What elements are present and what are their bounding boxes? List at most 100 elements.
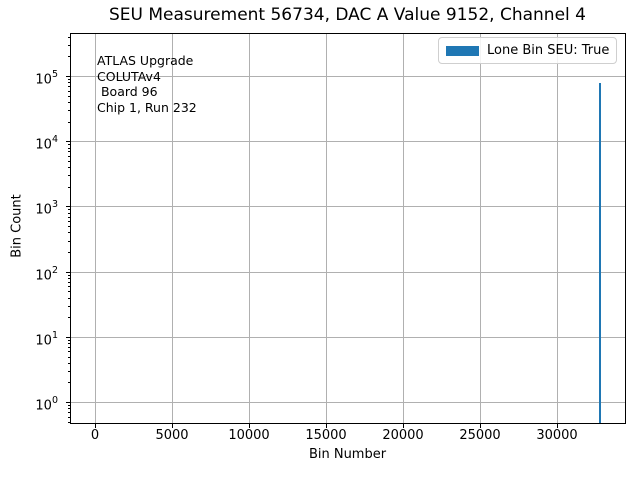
y-minor-tick-mark	[68, 286, 70, 287]
x-tick-label: 15000	[305, 428, 347, 443]
y-minor-tick-mark	[68, 102, 70, 103]
y-tick-label: 103	[35, 199, 58, 218]
x-tick-label: 0	[90, 428, 100, 443]
x-tick-mark	[557, 424, 558, 428]
x-tick-mark	[326, 424, 327, 428]
y-minor-tick-mark	[68, 408, 70, 409]
gridline-x	[557, 33, 558, 423]
x-tick-mark	[480, 424, 481, 428]
y-minor-tick-mark	[68, 417, 70, 418]
y-tick-mark	[66, 206, 70, 207]
x-tick-mark	[172, 424, 173, 428]
y-tick-label: 100	[35, 395, 58, 414]
y-minor-tick-mark	[68, 156, 70, 157]
x-tick-mark	[403, 424, 404, 428]
y-minor-tick-mark	[68, 382, 70, 383]
y-minor-tick-mark	[68, 82, 70, 83]
y-minor-tick-mark	[68, 405, 70, 406]
y-minor-tick-mark	[68, 306, 70, 307]
y-minor-tick-mark	[68, 161, 70, 162]
y-minor-tick-mark	[68, 148, 70, 149]
gridline-y	[70, 76, 625, 77]
y-minor-tick-mark	[68, 226, 70, 227]
x-tick-label: 10000	[228, 428, 270, 443]
y-minor-tick-mark	[68, 317, 70, 318]
y-minor-tick-mark	[68, 37, 70, 38]
y-minor-tick-mark	[68, 96, 70, 97]
y-minor-tick-mark	[68, 357, 70, 358]
y-tick-mark	[66, 141, 70, 142]
gridline-y	[70, 402, 625, 403]
y-minor-tick-mark	[68, 371, 70, 372]
y-minor-tick-mark	[68, 187, 70, 188]
y-minor-tick-mark	[68, 110, 70, 111]
legend: Lone Bin SEU: True	[438, 37, 617, 64]
gridline-x	[480, 33, 481, 423]
y-minor-tick-mark	[68, 343, 70, 344]
y-minor-tick-mark	[68, 351, 70, 352]
y-tick-mark	[66, 402, 70, 403]
legend-swatch	[446, 45, 479, 56]
y-minor-tick-mark	[68, 291, 70, 292]
gridline-x	[95, 33, 96, 423]
x-tick-mark	[95, 424, 96, 428]
gridline-y	[70, 272, 625, 273]
annotation-text: ATLAS Upgrade COLUTAv4 Board 96 Chip 1, …	[97, 53, 197, 115]
chart-title: SEU Measurement 56734, DAC A Value 9152,…	[109, 5, 586, 25]
x-tick-label: 30000	[536, 428, 578, 443]
y-minor-tick-mark	[68, 340, 70, 341]
legend-label: Lone Bin SEU: True	[487, 43, 610, 58]
y-minor-tick-mark	[68, 275, 70, 276]
annotation-line: Board 96	[97, 84, 158, 99]
annotation-line: Chip 1, Run 232	[97, 99, 197, 115]
y-minor-tick-mark	[68, 298, 70, 299]
y-axis-label: Bin Count	[9, 194, 25, 258]
y-minor-tick-mark	[68, 167, 70, 168]
y-minor-tick-mark	[68, 45, 70, 46]
y-minor-tick-mark	[68, 252, 70, 253]
x-tick-label: 20000	[382, 428, 424, 443]
x-tick-label: 5000	[155, 428, 189, 443]
y-tick-mark	[66, 76, 70, 77]
y-minor-tick-mark	[68, 278, 70, 279]
y-minor-tick-mark	[68, 209, 70, 210]
annotation-line: COLUTAv4	[97, 68, 161, 84]
y-tick-mark	[66, 337, 70, 338]
y-minor-tick-mark	[68, 122, 70, 123]
x-tick-label: 25000	[459, 428, 501, 443]
y-minor-tick-mark	[68, 217, 70, 218]
x-tick-mark	[249, 424, 250, 428]
gridline-y	[70, 337, 625, 338]
y-minor-tick-mark	[68, 241, 70, 242]
gridline-y	[70, 206, 625, 207]
y-tick-label: 105	[35, 69, 58, 88]
gridline-x	[403, 33, 404, 423]
y-minor-tick-mark	[68, 347, 70, 348]
y-minor-tick-mark	[68, 175, 70, 176]
y-minor-tick-mark	[68, 91, 70, 92]
histogram-bar	[599, 83, 601, 423]
y-minor-tick-mark	[68, 86, 70, 87]
y-tick-label: 102	[35, 265, 58, 284]
y-minor-tick-mark	[68, 232, 70, 233]
annotation-line: ATLAS Upgrade	[97, 53, 194, 68]
y-minor-tick-mark	[68, 151, 70, 152]
y-tick-label: 104	[35, 134, 58, 153]
y-minor-tick-mark	[68, 282, 70, 283]
gridline-x	[172, 33, 173, 423]
y-tick-label: 101	[35, 330, 58, 349]
y-minor-tick-mark	[68, 221, 70, 222]
gridline-x	[326, 33, 327, 423]
y-minor-tick-mark	[68, 422, 70, 423]
y-minor-tick-mark	[68, 213, 70, 214]
gridline-y	[70, 141, 625, 142]
y-minor-tick-mark	[68, 79, 70, 80]
y-minor-tick-mark	[68, 144, 70, 145]
y-minor-tick-mark	[68, 412, 70, 413]
y-minor-tick-mark	[68, 363, 70, 364]
y-tick-mark	[66, 272, 70, 273]
gridline-x	[249, 33, 250, 423]
x-axis-label: Bin Number	[308, 447, 387, 462]
y-minor-tick-mark	[68, 56, 70, 57]
